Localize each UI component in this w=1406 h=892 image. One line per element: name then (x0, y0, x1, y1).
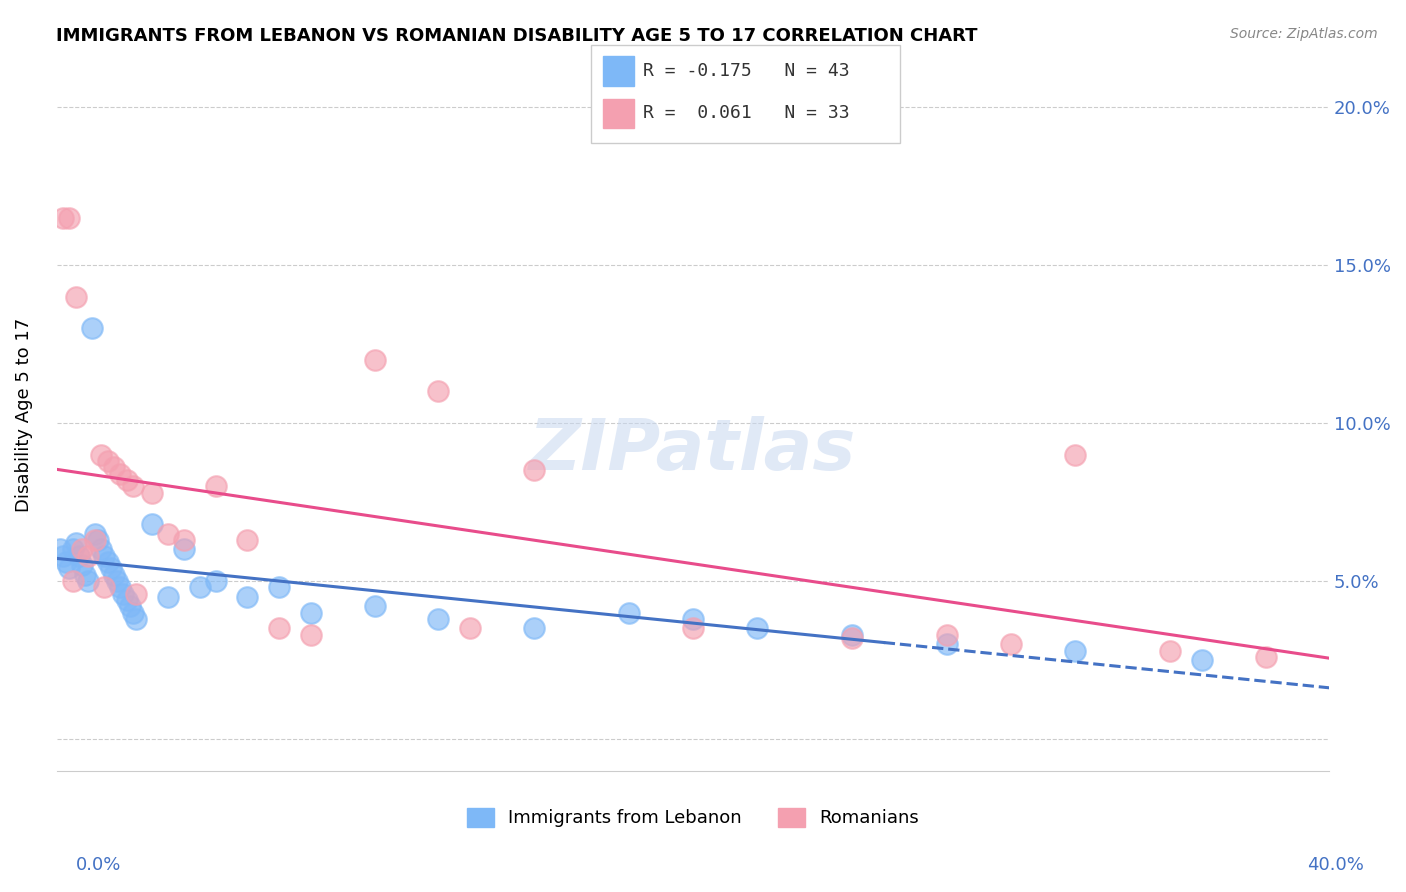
Point (236, 533, 259, 547)
Point (65, 290, 87, 304)
Point (83, 533, 105, 547)
Point (364, 352, 387, 367)
Point (70, 558, 93, 573)
Point (112, 587, 135, 601)
Point (682, 612, 704, 626)
FancyBboxPatch shape (603, 98, 634, 128)
Point (118, 599, 141, 614)
Point (523, 621, 546, 635)
FancyBboxPatch shape (603, 56, 634, 86)
Point (841, 628, 863, 642)
Point (141, 485, 163, 500)
Point (103, 460, 125, 475)
Text: 0.0%: 0.0% (76, 856, 121, 874)
Point (93, 580, 115, 594)
Point (87, 533, 110, 547)
Point (936, 628, 959, 642)
Point (100, 561, 122, 575)
Point (122, 479, 145, 493)
Point (83, 526, 105, 541)
Point (96, 454, 118, 468)
Point (49, 542, 72, 557)
Point (1000, 637, 1022, 651)
Point (173, 542, 195, 557)
Point (77, 574, 100, 588)
Point (427, 612, 450, 626)
Point (364, 599, 387, 614)
Point (1063, 448, 1085, 462)
Point (110, 467, 132, 481)
Text: R = -0.175   N = 43: R = -0.175 N = 43 (643, 62, 849, 80)
Point (682, 621, 704, 635)
Point (77, 549, 100, 563)
Point (936, 637, 959, 651)
Point (103, 567, 125, 582)
Point (619, 606, 641, 620)
Point (1159, 643, 1181, 657)
Point (427, 384, 450, 399)
Point (125, 587, 148, 601)
Legend: Immigrants from Lebanon, Romanians: Immigrants from Lebanon, Romanians (460, 801, 927, 835)
Point (299, 628, 322, 642)
Text: 40.0%: 40.0% (1308, 856, 1364, 874)
Point (523, 463, 546, 477)
Point (115, 593, 138, 607)
Y-axis label: Disability Age 5 to 17: Disability Age 5 to 17 (15, 318, 32, 512)
Point (52, 211, 75, 225)
Point (58, 211, 80, 225)
FancyBboxPatch shape (591, 45, 900, 143)
Point (156, 590, 179, 604)
Point (188, 580, 211, 594)
Point (90, 542, 112, 557)
Text: Source: ZipAtlas.com: Source: ZipAtlas.com (1230, 27, 1378, 41)
Point (204, 479, 226, 493)
Point (173, 533, 195, 547)
Point (58, 561, 80, 575)
Point (1254, 649, 1277, 664)
Point (141, 517, 163, 532)
Point (105, 574, 128, 588)
Point (745, 621, 768, 635)
Point (96, 555, 118, 569)
Point (156, 526, 179, 541)
Text: ZIPatlas: ZIPatlas (529, 417, 856, 485)
Point (62, 574, 84, 588)
Point (75, 567, 97, 582)
Text: R =  0.061   N = 33: R = 0.061 N = 33 (643, 104, 849, 122)
Point (80, 321, 103, 335)
Point (110, 580, 132, 594)
Point (458, 621, 481, 635)
Point (52, 549, 75, 563)
Point (236, 590, 259, 604)
Point (269, 580, 291, 594)
Point (115, 473, 138, 487)
Point (1063, 643, 1085, 657)
Point (90, 448, 112, 462)
Point (841, 631, 863, 645)
Point (204, 574, 226, 588)
Point (122, 606, 145, 620)
Text: IMMIGRANTS FROM LEBANON VS ROMANIAN DISABILITY AGE 5 TO 17 CORRELATION CHART: IMMIGRANTS FROM LEBANON VS ROMANIAN DISA… (56, 27, 977, 45)
Point (93, 549, 115, 563)
Point (125, 612, 148, 626)
Point (67, 549, 90, 563)
Point (65, 536, 87, 550)
Point (55, 555, 77, 569)
Point (299, 606, 322, 620)
Point (62, 542, 84, 557)
Point (269, 621, 291, 635)
Point (70, 542, 93, 557)
Point (1191, 653, 1213, 667)
